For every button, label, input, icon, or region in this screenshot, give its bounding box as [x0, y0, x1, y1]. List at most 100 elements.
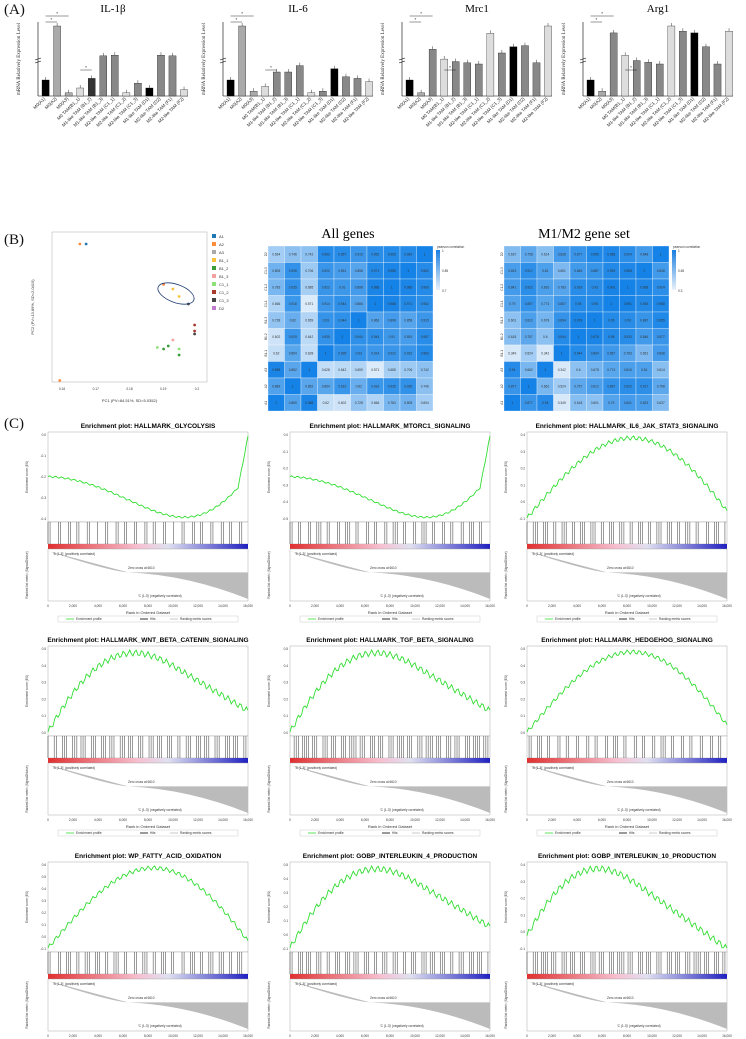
bar	[134, 83, 142, 97]
heatmap-cell-value: 0.944	[371, 335, 379, 339]
gsea-plot-0: Enrichment plot: HALLMARK_GLYCOLYSIS Enri…	[25, 423, 253, 623]
gsea-ytick: 0.0	[42, 935, 47, 939]
pca-frame	[51, 231, 208, 383]
heatmap-cell-value: 0.774	[541, 302, 549, 306]
gsea-ytick: 0.2	[521, 467, 526, 471]
bar-chart-title: Arg1	[647, 3, 669, 15]
gsea-ytick: 0.0	[521, 930, 526, 934]
positive-label: 'B (1-3)' (positively correlated)	[53, 982, 95, 986]
heatmap-cell-value: 1	[610, 302, 612, 306]
es-frame	[47, 861, 249, 953]
heatmap-cell-value: 0.919	[289, 335, 297, 339]
bar	[475, 63, 483, 97]
gsea-legend-label: Hits	[392, 831, 398, 835]
bar	[463, 62, 471, 97]
ranking-color-bar	[527, 758, 727, 763]
heatmap-cell-value: 0.571	[305, 302, 313, 306]
gsea-ytick: -0.3	[283, 483, 289, 487]
gsea-xtick: 6,000	[361, 818, 369, 822]
gsea-xtick: 12,000	[672, 818, 682, 822]
hits-frame	[289, 951, 491, 975]
bar	[273, 71, 281, 97]
zero-cross-label: Zero cross at 6610	[370, 780, 397, 784]
gsea-legend-box	[299, 829, 481, 837]
gsea-xtick: 16,000	[485, 818, 495, 822]
gsea-legend-label: Ranking metric scores	[180, 617, 212, 621]
gsea-ytick: 0.3	[42, 681, 47, 685]
gsea-xtick: 2,000	[548, 818, 556, 822]
bar	[452, 61, 460, 97]
bar	[249, 91, 258, 97]
heatmap-cell-value: 0.922	[322, 285, 330, 289]
es-frame	[526, 645, 728, 737]
heatmap-legend-bar	[436, 250, 440, 290]
gsea-legend-box	[299, 615, 481, 623]
heatmap-cell-value: 0.94	[542, 401, 548, 405]
gsea-ytick: 0.1	[284, 714, 289, 718]
bar	[405, 79, 414, 97]
gsea-ytick: 0.2	[521, 697, 526, 701]
heatmap-cell-value: 0.524	[525, 351, 533, 355]
positive-label: 'B (1-3)' (positively correlated)	[532, 766, 574, 770]
heatmap-cell-value: 0.887	[640, 318, 648, 322]
heatmap-cell-value: 0.953	[640, 302, 648, 306]
heatmap-cell-value: 0.894	[558, 318, 566, 322]
positive-label: 'B (1-3)' (positively correlated)	[532, 982, 574, 986]
gsea-xtick: 12,000	[435, 1034, 445, 1038]
bar	[621, 55, 629, 97]
gsea-xtick: 4,000	[573, 818, 581, 822]
gsea-ytick: 0.3	[284, 891, 289, 895]
gsea-ytick: 0.4	[42, 664, 47, 668]
gsea-xtick: 10,000	[647, 1034, 657, 1038]
gsea-ytick: 0.0	[42, 433, 47, 437]
bar	[609, 32, 618, 97]
heatmap-cell-value: 0.944	[338, 302, 346, 306]
heatmap-cell-value: 1	[292, 384, 294, 388]
gsea-ytick: 0.4	[284, 664, 289, 668]
heatmap-cell-value: 0.846	[574, 269, 582, 273]
rank-ylabel: Ranked list metric (Signal2Noise)	[504, 765, 508, 812]
significance-star: *	[235, 17, 237, 22]
gsea-xtick: 16,000	[722, 604, 732, 608]
pca-legend-label: C1_1	[219, 282, 229, 287]
gsea-legend-box	[57, 829, 239, 837]
heatmap-row-label: A3	[264, 368, 268, 372]
heatmap-cell-value: 0.857	[607, 351, 615, 355]
heatmap-cell-value: 0.965	[421, 285, 429, 289]
ranking-color-bar	[48, 544, 248, 549]
gsea-xtick: 12,000	[193, 604, 203, 608]
gsea-ytick: 0.3	[284, 681, 289, 685]
gsea-ytick: -0.4	[283, 500, 289, 504]
heatmap-cell-value: 0.968	[657, 302, 665, 306]
pca-legend-swatch	[212, 250, 216, 254]
axis-break	[398, 60, 406, 64]
gsea-xtick: 2,000	[69, 818, 77, 822]
heatmap-cell-value: 1	[660, 252, 662, 256]
heatmap-cell-value: 0.783	[388, 401, 396, 405]
heatmap-cell-value: 0.914	[322, 302, 330, 306]
bar	[330, 68, 339, 97]
pca-legend-label: B1_1	[219, 258, 229, 263]
gsea-xtick: 8,000	[623, 604, 631, 608]
heatmap-cell-value: 0.978	[591, 335, 599, 339]
gsea-ytick: 0.1	[42, 923, 47, 927]
gsea-ytick: 0.0	[284, 433, 289, 437]
heatmap-cell-value: 0.887	[591, 269, 599, 273]
gsea-ytick: 0.3	[521, 681, 526, 685]
heatmap-cell-value: 0.957	[338, 252, 346, 256]
gsea-xtick: 6,000	[119, 604, 127, 608]
gsea-ytick: 0.2	[521, 897, 526, 901]
axis-break	[579, 57, 587, 61]
gsea-xtick: 10,000	[168, 604, 178, 608]
gsea-ytick: -0.2	[283, 467, 289, 471]
pca-point	[177, 347, 181, 351]
gsea-ytick: 0.1	[521, 913, 526, 917]
heatmap-cell-value: 0.891	[404, 335, 412, 339]
gsea-xlabel: Rank in Ordered Dataset	[126, 610, 171, 615]
heatmap-cell	[652, 394, 670, 412]
bar	[261, 86, 269, 97]
bar	[88, 78, 96, 97]
heatmap-cell-value: 0.95	[608, 335, 614, 339]
bar-chart-ylabel: mRNA Relatively Expression Level	[202, 22, 207, 95]
heatmap-title-m1m2: M1/M2 gene set	[538, 227, 630, 242]
